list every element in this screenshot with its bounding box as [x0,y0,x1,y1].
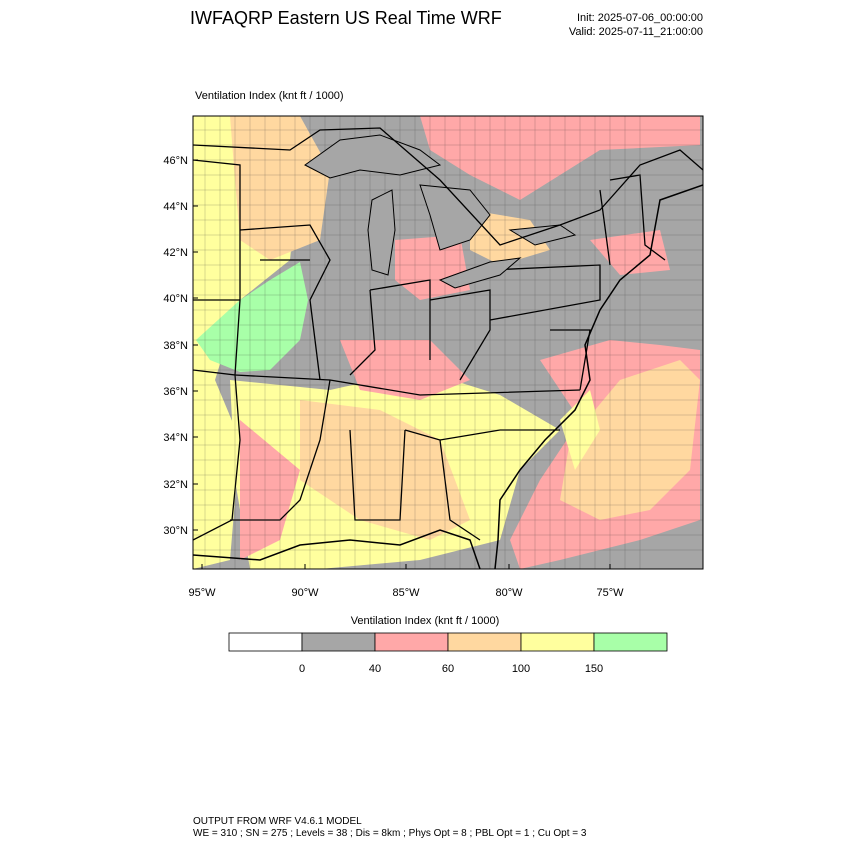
lat-label: 46°N [163,155,188,167]
lat-label: 30°N [163,525,188,537]
colorbar-swatch [228,632,303,652]
plot-title: IWFAQRP Eastern US Real Time WRF [190,8,502,28]
valid-time: Valid: 2025-07-11_21:00:00 [568,26,703,38]
lon-label: 90°W [291,587,319,599]
lon-label: 80°W [495,587,523,599]
colorbar-tick-label: 40 [368,663,382,675]
lake-ontario [508,224,577,246]
lat-label: 38°N [163,340,188,352]
colorbar-tick-label: 0 [298,663,306,675]
colorbar [228,632,668,652]
great-lakes [304,134,577,289]
colorbar-swatch [447,632,522,652]
lat-label: 42°N [163,247,188,259]
colorbar-title: Ventilation Index (knt ft / 1000) [350,615,500,627]
lake-erie [438,257,522,289]
map-fields [193,116,703,569]
colorbar-swatch [520,632,595,652]
lat-label: 32°N [163,479,188,491]
footer-model-line: OUTPUT FROM WRF V4.6.1 MODEL [193,816,362,827]
canada-border [193,127,703,246]
colorbar-tick-label: 60 [441,663,455,675]
footer-config-line: WE = 310 ; SN = 275 ; Levels = 38 ; Dis … [193,828,587,839]
colorbar-swatch [301,632,376,652]
lon-label: 75°W [596,587,624,599]
lake-superior [304,134,442,179]
colorbar-swatch [593,632,668,652]
latitude-axis: 46°N 44°N 42°N 40°N 38°N 36°N 34°N 32°N 30°N [163,155,198,537]
map-field-label: Ventilation Index (knt ft / 1000) [195,90,344,102]
longitude-axis: 95°W 90°W 85°W 80°W 75°W [188,564,624,599]
colorbar-swatch [374,632,449,652]
gulf-coastline [193,529,481,569]
lake-michigan [367,189,396,276]
lon-label: 85°W [392,587,420,599]
lat-label: 44°N [163,201,188,213]
lat-label: 40°N [163,293,188,305]
map-frame [192,115,704,570]
colorbar-tick-label: 100 [511,663,531,675]
colorbar-tick-label: 150 [584,663,604,675]
lat-label: 34°N [163,432,188,444]
atlantic-coastline [494,184,703,569]
lon-label: 95°W [188,587,216,599]
lake-huron [419,184,491,251]
init-time: Init: 2025-07-06_00:00:00 [577,12,703,24]
lat-label: 36°N [163,386,188,398]
